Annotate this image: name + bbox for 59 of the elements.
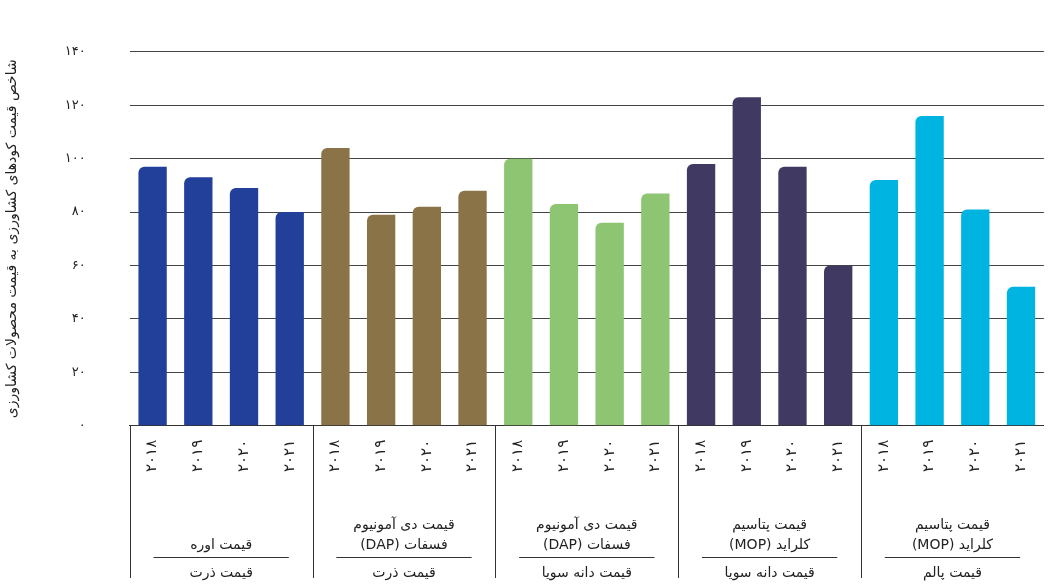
bar bbox=[458, 190, 487, 426]
text: قیمت ذرت bbox=[372, 563, 436, 581]
y-tick-label: ۱۲۰ bbox=[64, 96, 86, 112]
bar bbox=[778, 166, 807, 426]
x-tick-label: ۲۰۱۸ bbox=[142, 439, 161, 473]
x-tick-label: ۲۰۱۸ bbox=[690, 439, 709, 473]
y-tick-label: ۱۰۰ bbox=[64, 150, 86, 166]
x-tick-label: ۲۰۲۱ bbox=[462, 439, 481, 473]
bar bbox=[184, 177, 213, 426]
x-tick-label: ۲۰۲۱ bbox=[279, 439, 298, 473]
x-tick-label: ۲۰۱۹ bbox=[919, 439, 938, 473]
bar bbox=[915, 115, 944, 426]
y-tick-label: ۱۴۰ bbox=[64, 43, 86, 59]
x-tick-label: ۲۰۲۰ bbox=[233, 439, 252, 473]
bar bbox=[549, 204, 579, 426]
bar bbox=[1006, 286, 1036, 426]
text: قیمت دانه سویا bbox=[541, 563, 632, 581]
bar bbox=[686, 163, 716, 426]
text: قیمت پالم bbox=[922, 563, 982, 581]
bar bbox=[275, 212, 304, 426]
x-tick-label: ۲۰۱۸ bbox=[873, 439, 892, 473]
bar bbox=[595, 222, 624, 426]
bar bbox=[321, 147, 350, 426]
x-tick-label: ۲۰۱۹ bbox=[371, 439, 390, 473]
y-tick-label: ۰ bbox=[78, 417, 86, 433]
text: قیمت دانه سویا bbox=[724, 563, 815, 581]
x-tick-label: ۲۰۱۹ bbox=[188, 439, 207, 473]
x-tick-label: ۲۰۲۰ bbox=[782, 439, 801, 473]
bar bbox=[732, 97, 761, 426]
bar bbox=[824, 265, 853, 426]
x-tick-label: ۲۰۲۱ bbox=[1010, 439, 1029, 473]
y-tick-label: ۸۰ bbox=[71, 203, 86, 219]
x-tick-label: ۲۰۱۸ bbox=[325, 439, 344, 473]
x-tick-label: ۲۰۱۹ bbox=[736, 439, 755, 473]
y-tick-label: ۲۰ bbox=[71, 363, 86, 379]
x-tick-label: ۲۰۲۰ bbox=[965, 439, 984, 473]
x-tick-label: ۲۰۱۸ bbox=[508, 439, 527, 473]
x-tick-label: ۲۰۱۹ bbox=[553, 439, 572, 473]
text: قیمت دی آمونیوم فسفات (DAP) bbox=[353, 515, 455, 552]
text: قیمت دی آمونیوم فسفات (DAP) bbox=[536, 515, 638, 552]
y-axis-title: شاخص قیمت کودهای کشاورزی به قیمت محصولات کشاورزی bbox=[3, 59, 21, 419]
bar bbox=[229, 188, 259, 426]
bar bbox=[138, 166, 167, 426]
bar bbox=[641, 193, 670, 426]
x-tick-label: ۲۰۲۰ bbox=[416, 439, 435, 473]
bar bbox=[412, 206, 441, 426]
text: قیمت پتاسیم کلراید (MOP) bbox=[729, 515, 811, 553]
text: قیمت اوره bbox=[190, 535, 253, 553]
y-tick-label: ۴۰ bbox=[71, 310, 86, 326]
text: قیمت ذرت bbox=[189, 563, 253, 581]
bar bbox=[504, 158, 533, 426]
bar bbox=[366, 214, 396, 426]
y-tick-label: ۶۰ bbox=[71, 256, 86, 272]
bar bbox=[961, 209, 990, 426]
x-tick-label: ۲۰۲۱ bbox=[645, 439, 664, 473]
bar bbox=[869, 180, 899, 426]
x-tick-label: ۲۰۲۱ bbox=[828, 439, 847, 473]
text: قیمت پتاسیم کلراید (MOP) bbox=[911, 515, 994, 553]
x-tick-label: ۲۰۲۰ bbox=[599, 439, 618, 473]
